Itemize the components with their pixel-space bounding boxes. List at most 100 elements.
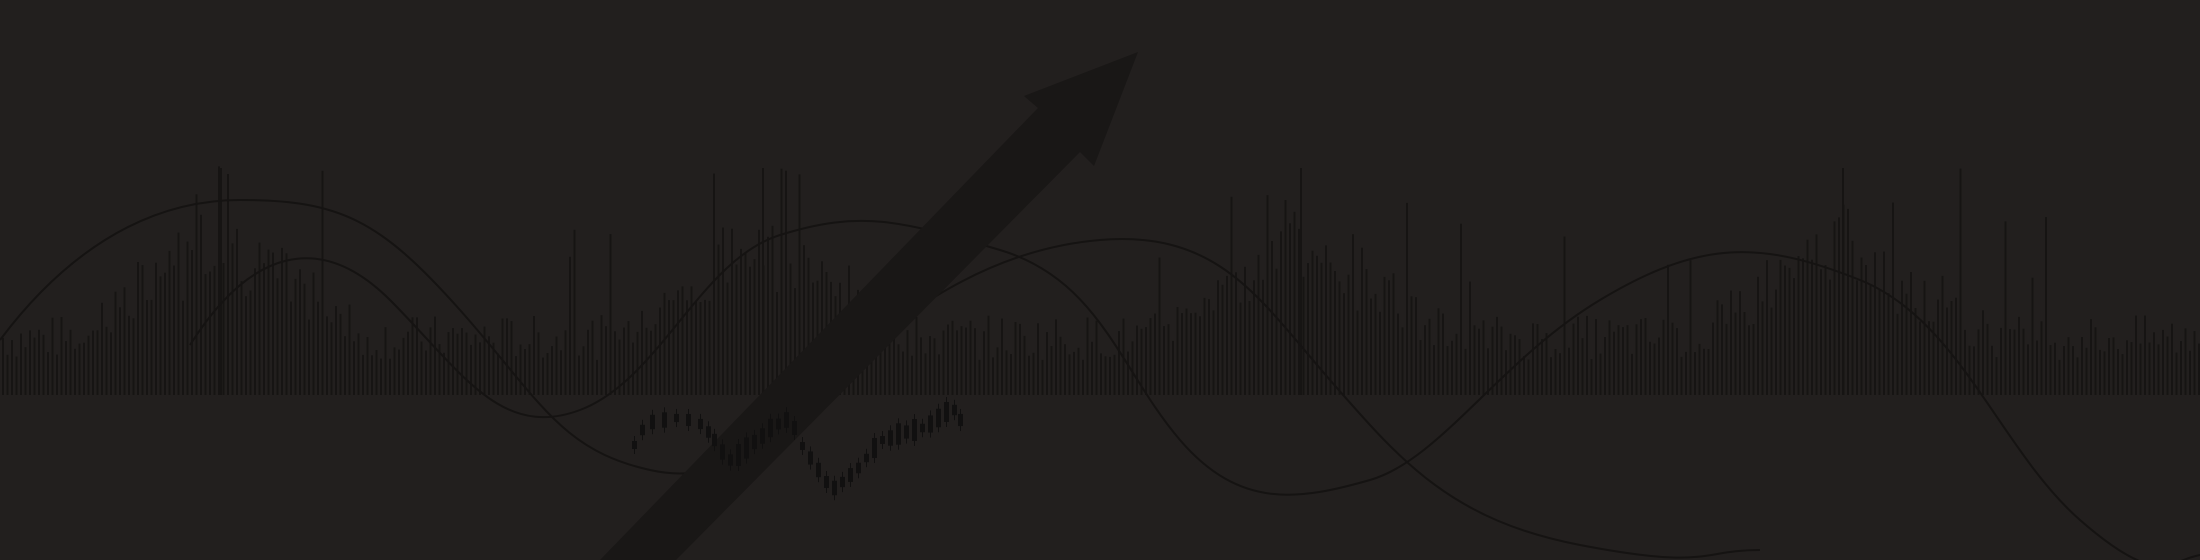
volume-bar xyxy=(1082,359,1084,395)
volume-bar xyxy=(1622,327,1624,395)
volume-bar xyxy=(150,299,153,395)
volume-bar xyxy=(1815,234,1818,395)
volume-bar xyxy=(2090,319,2092,395)
volume-bar xyxy=(1077,347,1080,395)
volume-bar xyxy=(524,349,526,395)
candle-body xyxy=(952,404,957,416)
volume-bar xyxy=(1550,357,1552,395)
volume-bar xyxy=(803,245,805,395)
volume-bar xyxy=(1190,313,1192,395)
volume-bar xyxy=(1847,208,1849,395)
volume-bar xyxy=(240,281,243,395)
volume-bar xyxy=(1563,236,1566,395)
volume-bar xyxy=(227,174,229,395)
volume-bar xyxy=(137,262,139,395)
volume-bar xyxy=(978,359,981,395)
volume-bar xyxy=(1725,323,1728,395)
volume-bar xyxy=(951,320,954,395)
volume-bar xyxy=(321,170,324,395)
volume-bar xyxy=(1667,264,1669,395)
volume-bar xyxy=(452,328,454,395)
volume-bar xyxy=(2162,329,2164,395)
volume-bar xyxy=(2184,328,2187,395)
volume-bar xyxy=(1185,308,1188,395)
volume-bar xyxy=(2148,342,2151,395)
volume-bar xyxy=(290,301,292,395)
volume-bar xyxy=(650,330,652,395)
candle-body xyxy=(686,413,691,427)
volume-bar xyxy=(1523,356,1525,395)
volume-bar xyxy=(1325,245,1327,395)
volume-bar xyxy=(1023,335,1026,395)
volume-bar xyxy=(492,342,495,395)
volume-bar xyxy=(1154,313,1156,395)
volume-bar xyxy=(695,301,697,395)
volume-bar xyxy=(1527,359,1530,395)
volume-bar xyxy=(753,259,756,395)
candle-body xyxy=(736,444,741,466)
volume-bar xyxy=(1329,262,1332,395)
volume-bar xyxy=(569,256,571,395)
volume-bar xyxy=(2103,351,2106,395)
volume-bar xyxy=(2112,337,2115,395)
volume-bar xyxy=(191,250,193,395)
volume-bar xyxy=(677,290,679,395)
volume-bar xyxy=(744,253,747,395)
volume-bar xyxy=(1743,312,1746,395)
volume-bar xyxy=(591,320,594,395)
volume-bar xyxy=(141,265,144,395)
volume-bar xyxy=(1091,341,1093,395)
volume-bar xyxy=(1761,301,1764,395)
volume-bar xyxy=(762,168,764,395)
volume-bar xyxy=(938,354,940,395)
volume-bar xyxy=(1653,343,1656,395)
volume-bar xyxy=(776,292,778,395)
volume-bar xyxy=(2175,352,2178,395)
volume-bar xyxy=(87,335,90,395)
volume-bar xyxy=(897,344,900,395)
volume-bar xyxy=(1365,269,1368,395)
volume-bar xyxy=(1505,350,1507,395)
candle-body xyxy=(776,418,781,430)
candle-body xyxy=(720,444,725,460)
volume-bar xyxy=(326,316,328,395)
volume-bar xyxy=(1532,323,1534,395)
volume-bar xyxy=(1212,310,1215,395)
volume-bar xyxy=(164,272,166,395)
volume-bar xyxy=(1644,318,1647,395)
volume-bar xyxy=(1833,221,1836,395)
volume-bar xyxy=(1104,356,1107,395)
volume-bar xyxy=(1203,297,1206,395)
volume-bar xyxy=(1856,280,1858,395)
volume-bar xyxy=(1194,312,1197,395)
candle-body xyxy=(792,421,797,435)
volume-bar xyxy=(1311,250,1314,395)
volume-bar xyxy=(1716,300,1719,395)
volume-bar xyxy=(1734,312,1737,395)
candle-body xyxy=(920,423,925,433)
volume-bar xyxy=(996,347,999,395)
volume-bar xyxy=(564,330,567,395)
volume-bar xyxy=(1401,327,1404,395)
volume-bar xyxy=(146,300,148,395)
volume-bar xyxy=(1410,296,1413,395)
volume-bar xyxy=(1230,196,1233,395)
volume-bar xyxy=(2135,315,2137,395)
volume-bar xyxy=(1271,241,1273,395)
volume-bar xyxy=(1347,274,1350,395)
volume-bar xyxy=(1838,217,1840,395)
volume-bar xyxy=(497,353,499,395)
volume-bar xyxy=(375,350,378,395)
volume-bar xyxy=(38,329,40,395)
volume-bar xyxy=(1226,275,1228,395)
volume-bar xyxy=(699,302,702,395)
volume-bar xyxy=(1086,317,1089,395)
volume-bar xyxy=(609,234,612,395)
volume-bar xyxy=(132,318,135,395)
volume-bar xyxy=(2108,338,2110,395)
volume-bar xyxy=(1806,239,1809,395)
volume-bar xyxy=(1320,262,1323,395)
candle-body xyxy=(698,418,703,430)
volume-bar xyxy=(663,292,666,395)
